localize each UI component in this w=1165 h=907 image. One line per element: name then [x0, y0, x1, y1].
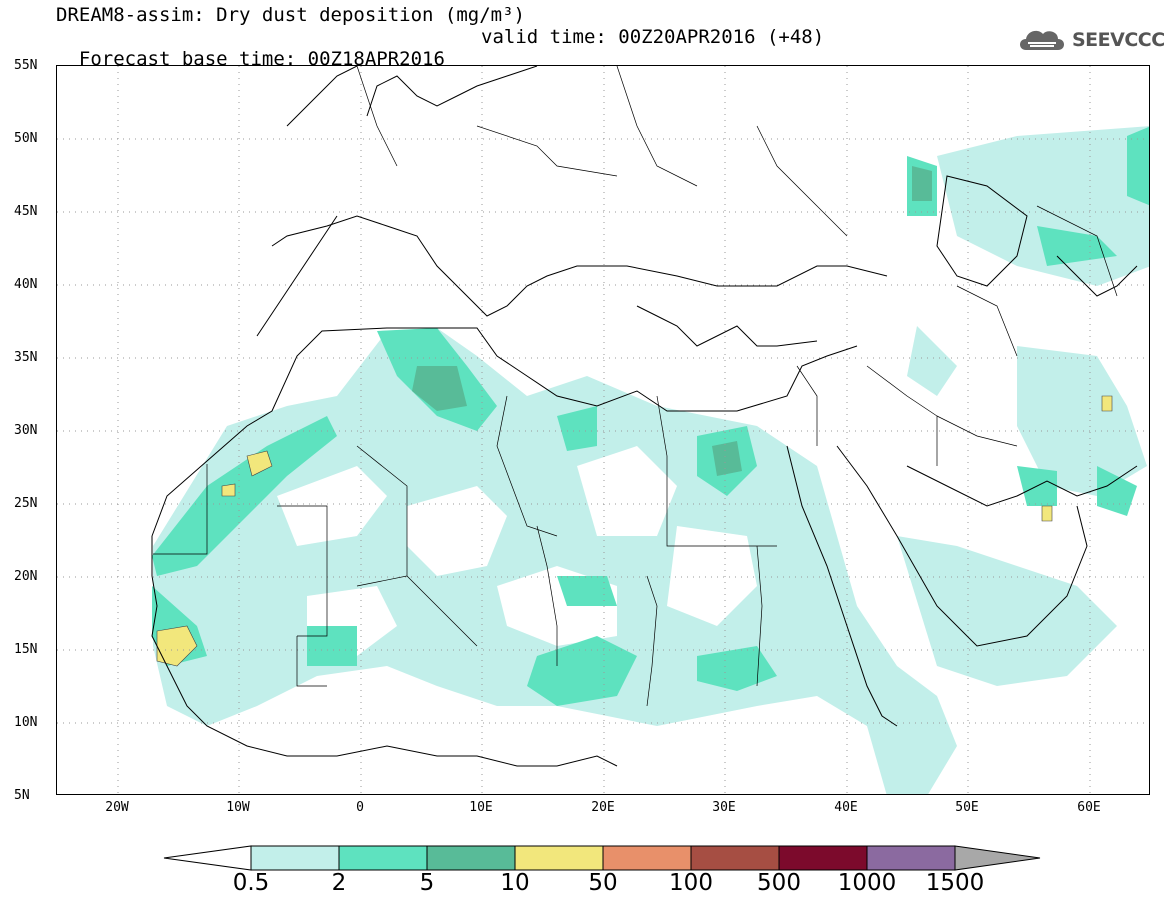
legend-threshold: 1500 [925, 870, 985, 896]
lat-label: 50N [14, 131, 38, 146]
legend-threshold: 500 [757, 870, 801, 896]
lat-label: 25N [14, 496, 38, 511]
seevccc-logo: SEEVCCC [1016, 26, 1165, 54]
legend-threshold: 50 [588, 870, 618, 896]
legend-swatch [866, 845, 956, 871]
valid-time: valid time: 00Z20APR2016 (+48) [481, 26, 825, 48]
legend-threshold: 0.5 [232, 870, 270, 896]
dust-field-high [412, 166, 932, 476]
legend-swatch [778, 845, 868, 871]
lat-label: 45N [14, 204, 38, 219]
lat-label: 55N [14, 58, 38, 73]
lon-label: 20E [591, 800, 615, 815]
country-borders [153, 66, 1118, 707]
legend-swatch [602, 845, 692, 871]
lon-label: 20W [105, 800, 129, 815]
legend-threshold: 100 [669, 870, 713, 896]
lon-label: 40E [834, 800, 858, 815]
forecast-times: Forecast base time: 00Z18APR2016 valid t… [56, 26, 824, 92]
legend-under-triangle [163, 845, 252, 871]
lon-label: 0 [356, 800, 364, 815]
legend-over-triangle [954, 845, 1041, 871]
legend-swatch [426, 845, 516, 871]
lat-label: 20N [14, 569, 38, 584]
legend-swatch [514, 845, 604, 871]
lat-label: 15N [14, 642, 38, 657]
legend-threshold: 10 [500, 870, 530, 896]
color-legend [163, 845, 1041, 871]
legend-swatch [690, 845, 780, 871]
map-title: DREAM8-assim: Dry dust deposition (mg/m³… [56, 4, 525, 26]
lon-label: 60E [1077, 800, 1101, 815]
legend-threshold: 1000 [837, 870, 897, 896]
lat-label: 40N [14, 277, 38, 292]
legend-threshold: 2 [331, 870, 347, 896]
lat-label: 10N [14, 715, 38, 730]
dust-map [57, 66, 1149, 794]
lat-label: 5N [14, 788, 30, 803]
legend-threshold: 5 [419, 870, 435, 896]
cloud-icon [1020, 30, 1064, 50]
map-panel [56, 65, 1150, 795]
legend-swatch [338, 845, 428, 871]
lon-label: 10E [469, 800, 493, 815]
dust-field-max [156, 395, 1113, 667]
coastlines [151, 66, 1138, 767]
lat-label: 30N [14, 423, 38, 438]
base-time: Forecast base time: 00Z18APR2016 [78, 48, 445, 70]
logo-text: SEEVCCC [1072, 29, 1165, 51]
lon-label: 30E [712, 800, 736, 815]
lat-label: 35N [14, 350, 38, 365]
graticule [57, 66, 1149, 794]
legend-swatch [250, 845, 340, 871]
lon-label: 10W [226, 800, 250, 815]
lon-label: 50E [955, 800, 979, 815]
